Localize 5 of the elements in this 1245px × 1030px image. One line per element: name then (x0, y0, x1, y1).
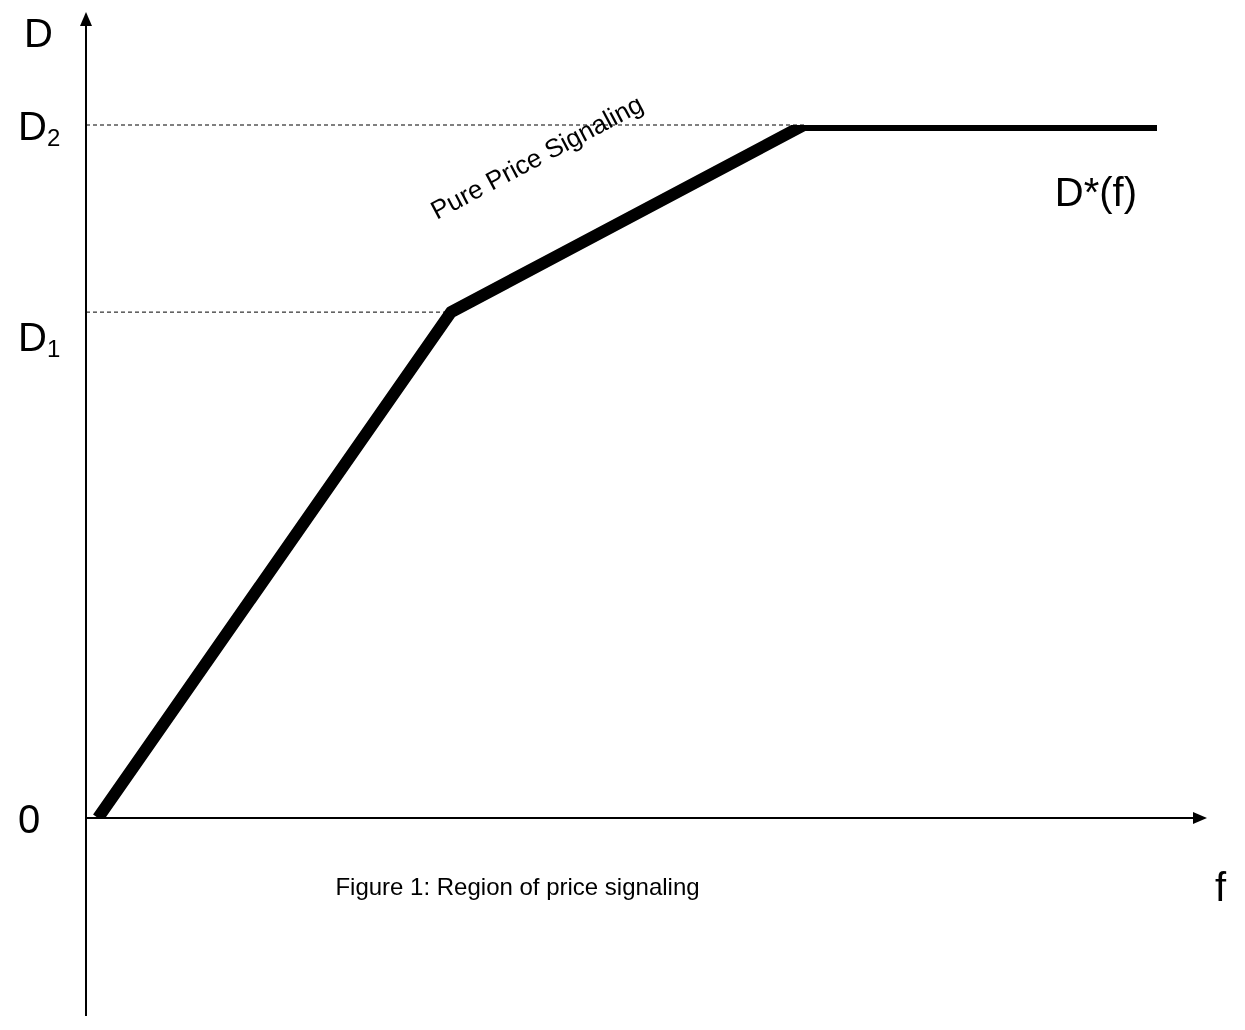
y-axis-title: D (24, 11, 53, 56)
series-label: D*(f) (1054, 170, 1138, 215)
x-axis-title: f (1215, 865, 1227, 910)
ref-line-label: 0 (18, 797, 41, 842)
caption: Figure 1: Region of price signaling (335, 872, 700, 900)
